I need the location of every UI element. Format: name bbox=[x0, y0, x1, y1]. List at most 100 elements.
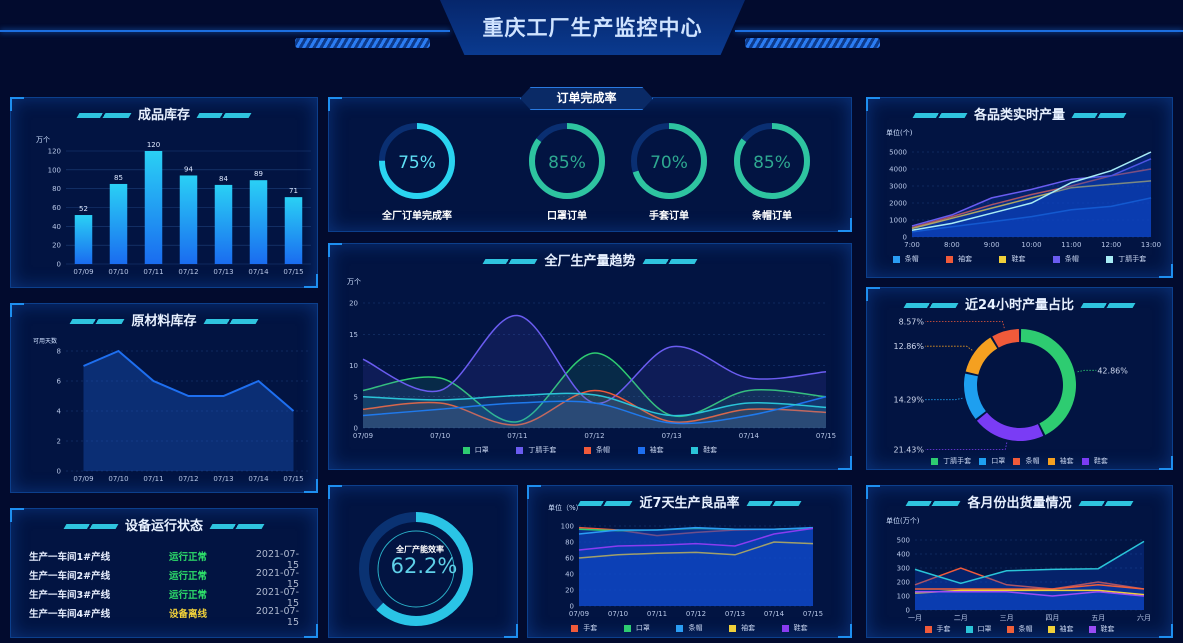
slice-label: 8.57% bbox=[899, 317, 925, 326]
bar-value-label: 89 bbox=[254, 170, 263, 178]
legend-item[interactable]: 鞋套 bbox=[999, 254, 1025, 264]
legend-swatch bbox=[571, 624, 579, 632]
y-tick-label: 4000 bbox=[889, 166, 907, 174]
legend-label: 手套 bbox=[583, 624, 598, 632]
legend-item[interactable]: 条帽 bbox=[1013, 456, 1039, 466]
date: 2021-07-15 bbox=[255, 568, 299, 590]
legend-item[interactable]: 袖套 bbox=[1047, 624, 1074, 634]
series-area bbox=[579, 527, 813, 606]
slice-label: 14.29% bbox=[893, 396, 924, 405]
legend-item[interactable]: 条帽 bbox=[583, 445, 610, 455]
legend-item[interactable]: 条帽 bbox=[892, 254, 919, 264]
legend-label: 手套 bbox=[936, 625, 951, 633]
equipment-row: 生产一车间2#产线 运行正常 2021-07-15 bbox=[29, 568, 299, 590]
legend-label: 鞋套 bbox=[793, 624, 808, 632]
legend-item[interactable]: 袖套 bbox=[1047, 456, 1074, 466]
series-line bbox=[362, 396, 827, 425]
legend-item[interactable]: 手套 bbox=[571, 623, 597, 633]
legend-item[interactable]: 口罩 bbox=[623, 623, 650, 633]
line-name: 生产一车间1#产线 bbox=[29, 552, 111, 563]
legend-swatch bbox=[999, 255, 1007, 263]
legend-swatch bbox=[676, 624, 684, 632]
equipment-row: 生产一车间4#产线 设备离线 2021-07-15 bbox=[29, 606, 299, 628]
legend-label: 条帽 bbox=[1025, 457, 1040, 465]
legend-item[interactable]: 口罩 bbox=[462, 445, 489, 455]
legend-label: 袖套 bbox=[741, 624, 756, 632]
x-tick-label: 四月 bbox=[1045, 614, 1059, 622]
share-panel: 近24小时产量占比 42.86% 21.43% 14.29% 12.86% 8.57% … bbox=[866, 287, 1173, 470]
legend-item[interactable]: 鞋套 bbox=[1081, 456, 1108, 466]
y-tick-label: 0 bbox=[570, 603, 574, 611]
equipment-panel: 设备运行状态 生产一车间1#产线 运行正常 2021-07-15 生产一车间2#产线运… bbox=[10, 508, 318, 638]
legend-swatch bbox=[1106, 255, 1114, 263]
gauge-label: 条帽订单 bbox=[752, 211, 792, 222]
legend-item[interactable]: 条帽 bbox=[1006, 624, 1033, 634]
x-tick-label: 07/15 bbox=[283, 268, 303, 276]
legend-item[interactable]: 口罩 bbox=[979, 456, 1005, 466]
donut-slice[interactable] bbox=[992, 329, 1020, 348]
legend-item[interactable]: 口罩 bbox=[965, 624, 992, 634]
legend-label: 鞋套 bbox=[703, 446, 718, 454]
legend-item[interactable]: 袖套 bbox=[946, 254, 972, 264]
monthly-panel: 各月份出货量情况 单位(万个) 0 100 200 300 400 500 一月 二月 三月 四月… bbox=[866, 485, 1173, 638]
y-tick-label: 0 bbox=[354, 425, 358, 433]
efficiency-panel: 全厂产能效率 62.2% bbox=[328, 485, 518, 638]
y-tick-label: 60 bbox=[565, 555, 574, 563]
legend-item[interactable]: 条帽 bbox=[1052, 254, 1079, 264]
donut-slice[interactable] bbox=[1020, 329, 1076, 435]
equipment-row: 生产一车间3#产线 运行正常 2021-07-15 bbox=[29, 587, 299, 609]
legend-item[interactable]: 条帽 bbox=[676, 623, 702, 633]
legend-item[interactable]: 袖套 bbox=[729, 623, 755, 633]
x-tick-label: 三月 bbox=[1000, 614, 1014, 622]
raw-inventory-panel: 原材料库存 可用天数 0 2 4 6 8 07/09 07/10 07/11 07/12 07/1… bbox=[10, 303, 318, 493]
legend-item[interactable]: 鞋套 bbox=[691, 445, 717, 455]
donut-slice[interactable] bbox=[976, 412, 1044, 441]
bar-value-label: 52 bbox=[79, 205, 88, 213]
legend-swatch bbox=[1047, 625, 1055, 633]
bar bbox=[144, 151, 163, 264]
series-area bbox=[579, 527, 813, 606]
realtime-chart: 0 1000 2000 3000 4000 5000 7:00 8:00 9:00 10:00 11… bbox=[889, 149, 1161, 250]
x-tick-label: 07/13 bbox=[662, 432, 682, 440]
x-tick-label: 07/09 bbox=[73, 475, 93, 483]
y-tick-label: 8 bbox=[57, 348, 61, 356]
legend-item[interactable]: 鞋套 bbox=[781, 623, 808, 633]
gauge-value: 70% bbox=[650, 153, 688, 173]
series-line bbox=[915, 591, 1145, 597]
series-area bbox=[363, 396, 826, 428]
header-line-left bbox=[0, 30, 450, 32]
y-tick-label: 20 bbox=[565, 587, 574, 595]
donut-slice[interactable] bbox=[965, 337, 998, 375]
leader-line bbox=[1077, 369, 1097, 373]
y-tick-label: 200 bbox=[897, 579, 910, 587]
monthly-legend: 手套 口罩 条帽 袖套 鞋套 bbox=[867, 624, 1172, 634]
x-tick-label: 07/09 bbox=[73, 268, 93, 276]
x-tick-label: 07/10 bbox=[108, 475, 128, 483]
legend-item[interactable]: 丁腈手套 bbox=[931, 456, 971, 466]
legend-item[interactable]: 手套 bbox=[924, 624, 951, 634]
y-tick-label: 80 bbox=[52, 185, 61, 193]
legend-item[interactable]: 丁腈手套 bbox=[516, 445, 556, 455]
line-name: 生产一车间2#产线 bbox=[29, 571, 111, 582]
series-area bbox=[912, 180, 1151, 237]
legend-item[interactable]: 袖套 bbox=[637, 445, 664, 455]
x-tick-label: 07/11 bbox=[143, 268, 163, 276]
x-tick-label: 07/12 bbox=[686, 610, 706, 618]
legend-item[interactable]: 丁腈手套 bbox=[1106, 254, 1146, 264]
bar-value-label: 71 bbox=[289, 187, 298, 195]
header-deco-left bbox=[295, 38, 430, 48]
y-tick-label: 0 bbox=[903, 234, 907, 242]
donut-slice[interactable] bbox=[964, 373, 986, 420]
panel-title: 全厂生产量趋势 bbox=[329, 250, 851, 269]
series-line bbox=[911, 151, 1152, 231]
status-badge: 运行正常 bbox=[169, 571, 208, 582]
series-area bbox=[912, 152, 1151, 237]
gauge-label: 口罩订单 bbox=[547, 211, 587, 222]
series-line bbox=[911, 180, 1152, 230]
leader-line bbox=[925, 442, 1008, 450]
legend-swatch bbox=[1013, 457, 1021, 465]
series-area bbox=[363, 390, 826, 428]
legend-item[interactable]: 鞋套 bbox=[1088, 624, 1115, 634]
legend-swatch bbox=[637, 446, 645, 454]
unit-label: 单位(个) bbox=[886, 129, 913, 137]
